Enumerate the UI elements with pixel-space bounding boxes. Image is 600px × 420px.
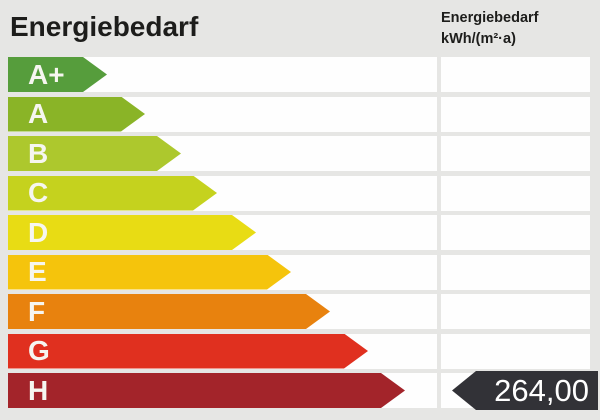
energy-bar-c: C: [8, 176, 217, 211]
energy-row-e: E: [0, 254, 600, 290]
energy-bar-e: E: [8, 255, 291, 290]
energy-row-c: C: [0, 175, 600, 211]
energy-row-value-cell: [441, 175, 590, 211]
energy-row-track: A: [8, 96, 437, 132]
energy-row-track: G: [8, 333, 437, 369]
energy-row-track: F: [8, 294, 437, 329]
energy-bar-label: D: [28, 216, 49, 248]
energy-bar-g: G: [8, 334, 368, 369]
energy-bar-label: H: [28, 374, 49, 406]
value-arrow-tag: 264,00: [452, 371, 598, 410]
energy-bar-label: F: [28, 295, 46, 327]
energy-row-value-cell: [441, 333, 590, 369]
energy-bar-label: B: [28, 137, 49, 169]
energy-bar-d: D: [8, 215, 256, 250]
energy-row-track: E: [8, 254, 437, 290]
unit-header-line1: Energiebedarf: [441, 10, 539, 26]
energy-row-g: G: [0, 333, 600, 369]
energy-bar-label: A+: [28, 58, 65, 90]
energy-row-value-cell: [441, 136, 590, 171]
energy-row-track: H: [8, 373, 437, 408]
energy-bar-b: B: [8, 136, 181, 171]
energy-bar-label: C: [28, 177, 49, 208]
energy-bar-label: A: [28, 98, 49, 129]
energy-row-value-cell: [441, 294, 590, 329]
energy-bar-a: A: [8, 97, 145, 132]
energy-bar-h: H: [8, 373, 405, 408]
energy-row-b: B: [0, 136, 600, 171]
energy-bar-label: G: [28, 335, 50, 366]
energy-row-value-cell: [441, 215, 590, 250]
page-title: Energiebedarf: [10, 11, 199, 42]
energy-row-a: A: [0, 96, 600, 132]
energy-row-value-cell: [441, 57, 590, 92]
energy-row-a-plus: A+: [0, 57, 600, 92]
energy-bar-label: E: [28, 256, 47, 287]
energy-bar-a-plus: A+: [8, 57, 107, 92]
energy-row-track: D: [8, 215, 437, 250]
energy-row-f: F: [0, 294, 600, 329]
energy-row-value-cell: [441, 96, 590, 132]
energy-row-d: D: [0, 215, 600, 250]
energy-row-value-cell: [441, 254, 590, 290]
energy-bar-f: F: [8, 294, 330, 329]
energy-row-track: B: [8, 136, 437, 171]
value-label: 264,00: [494, 373, 589, 408]
energy-row-track: C: [8, 175, 437, 211]
energy-scale: A+ A B C D E F G H: [0, 57, 600, 413]
energy-row-track: A+: [8, 57, 437, 92]
unit-header-line2: kWh/(m²·a): [441, 31, 516, 47]
unit-header: Energiebedarf kWh/(m²·a): [441, 8, 539, 50]
